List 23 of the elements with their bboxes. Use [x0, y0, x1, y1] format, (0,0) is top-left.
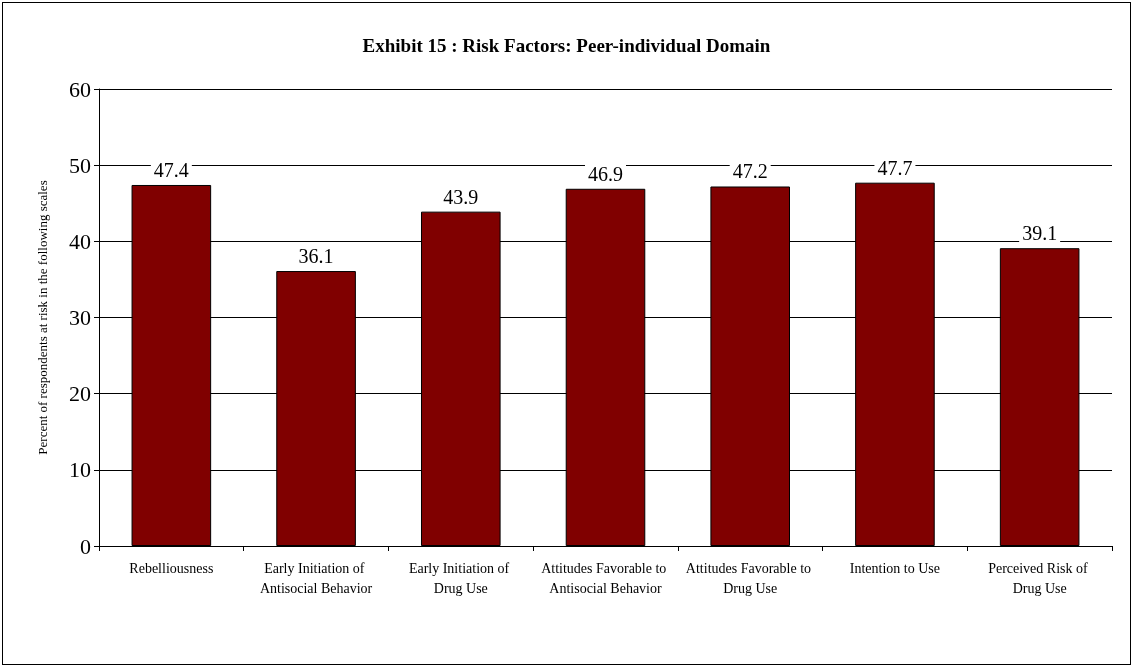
x-tick-label: Attitudes Favorable to Antisocial Behavior [541, 560, 670, 596]
y-tick-label: 20 [69, 381, 91, 407]
x-tick-label: Rebelliousness [129, 560, 214, 576]
x-tick-label: Early Initiation of Antisocial Behavior [259, 560, 373, 596]
x-tick-label: Early Initiation of Drug Use [408, 560, 513, 596]
x-tick-label: Attitudes Favorable to Drug Use [685, 560, 815, 596]
y-tick-label: 0 [80, 533, 91, 559]
y-tick-label: 30 [69, 305, 91, 330]
data-label: 47.7 [877, 156, 913, 179]
data-label: 39.1 [1022, 222, 1058, 245]
data-label: 36.1 [298, 245, 334, 268]
y-axis-title: Percent of respondents at risk in the following scales [35, 180, 50, 455]
y-tick-label: 10 [69, 457, 91, 483]
chart-title: Exhibit 15 : Risk Factors: Peer-individual Domain [362, 35, 771, 56]
data-label: 46.9 [588, 162, 623, 185]
data-label: 47.4 [153, 158, 189, 181]
data-label: 47.2 [732, 160, 768, 183]
x-tick-label: Perceived Risk of Drug Use [988, 560, 1092, 596]
x-tick-label: Intention to Use [849, 560, 941, 576]
y-tick-label: 50 [69, 152, 91, 178]
y-tick-label: 60 [69, 76, 91, 102]
y-tick-label: 40 [69, 228, 91, 254]
data-label: 43.9 [443, 185, 479, 208]
